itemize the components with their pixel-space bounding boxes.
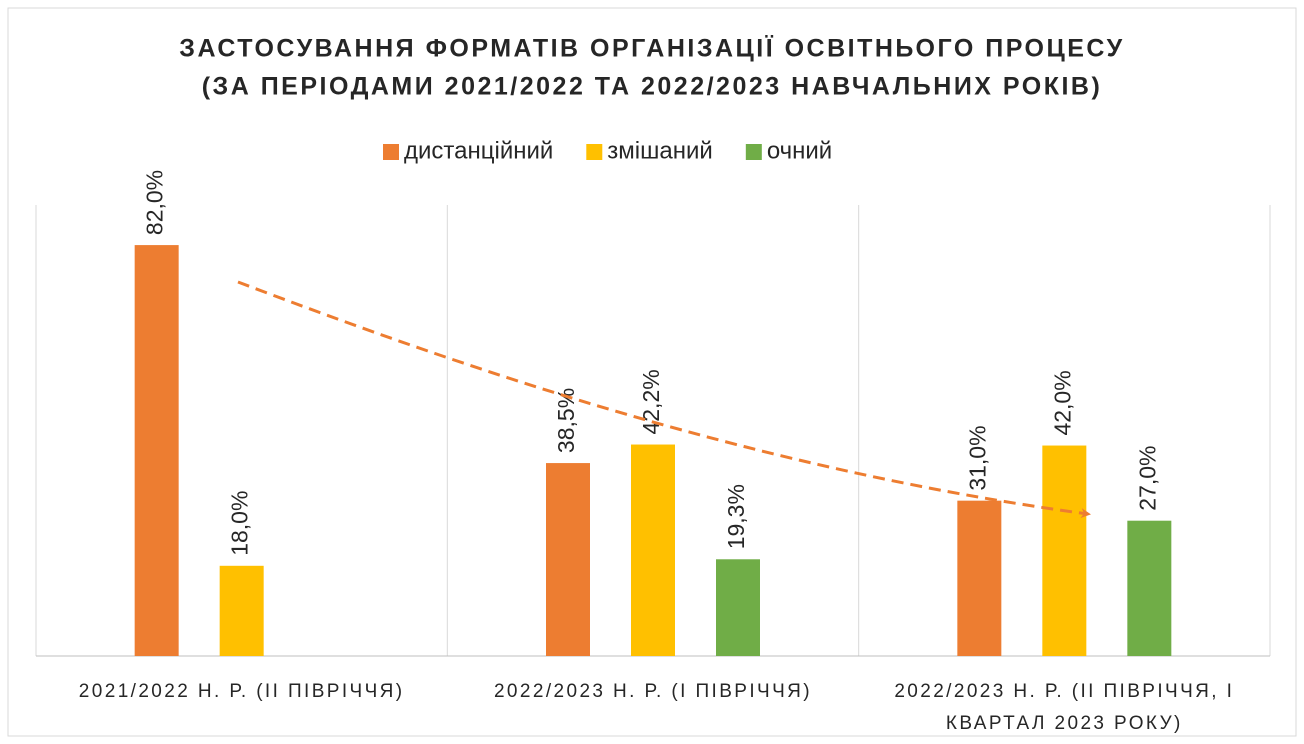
x-tick-label: 2021/2022 Н. Р. (ІІ ПІВРІЧЧЯ): [78, 681, 405, 702]
bar: [716, 559, 760, 656]
data-label: 19,3%: [723, 484, 749, 549]
bar: [219, 565, 264, 656]
legend-swatch: [383, 144, 399, 160]
data-label: 31,0%: [964, 425, 990, 490]
legend-swatch: [586, 144, 603, 160]
data-label: 38,5%: [553, 388, 579, 453]
bar: [631, 444, 675, 656]
data-label: 27,0%: [1134, 445, 1160, 510]
trend-arrow: [237, 280, 1091, 519]
chart-title: ЗАСТОСУВАННЯ ФОРМАТІВ ОРГАНІЗАЦІЇ ОСВІТН…: [179, 35, 1124, 63]
bar: [546, 463, 590, 656]
legend-label: змішаний: [607, 137, 713, 164]
chart-title: (ЗА ПЕРІОДАМИ 2021/2022 ТА 2022/2023 НАВ…: [202, 73, 1103, 101]
data-label: 42,0%: [1049, 370, 1075, 435]
bar: [957, 500, 1002, 656]
x-tick-label: 2022/2023 Н. Р. (ІІ ПІВРІЧЧЯ, І КВАРТАЛ …: [894, 681, 1235, 734]
legend-label: очний: [767, 137, 832, 164]
data-label: 82,0%: [142, 170, 168, 235]
bar: [1042, 445, 1087, 656]
bar: [1127, 520, 1172, 656]
legend-label: дистанційний: [404, 137, 553, 164]
bar: [134, 245, 179, 657]
x-tick-label: 2022/2023 Н. Р. (І ПІВРІЧЧЯ): [493, 681, 813, 702]
data-label: 18,0%: [227, 491, 253, 556]
legend-swatch: [745, 144, 762, 160]
